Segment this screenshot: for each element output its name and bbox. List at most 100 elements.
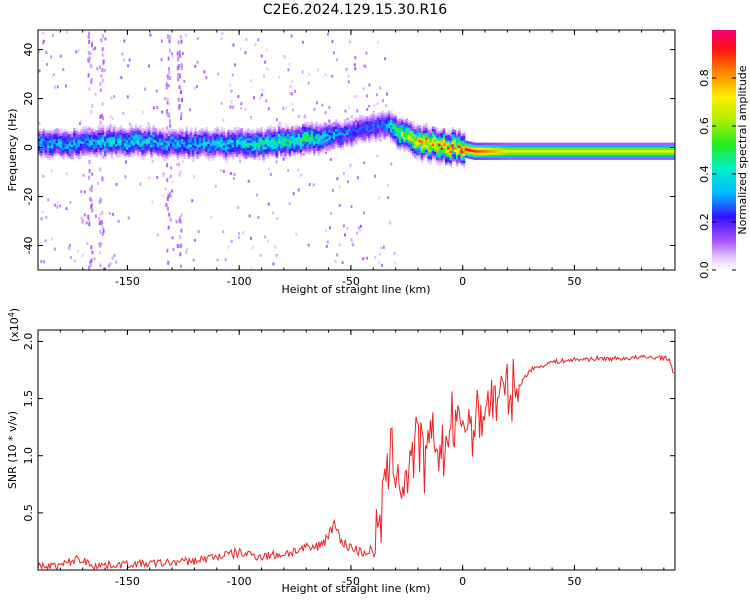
- ridge-cell: [429, 137, 433, 140]
- ridge-cell: [299, 142, 303, 145]
- noise-column-cell: [99, 115, 102, 120]
- ridge-cell: [429, 149, 433, 153]
- ridge-cell: [264, 151, 268, 155]
- noise-cell: [237, 232, 240, 236]
- ridge-cell: [86, 140, 90, 144]
- ridge-cell: [291, 138, 294, 142]
- ridge-cell: [310, 126, 314, 129]
- ridge-cell: [264, 146, 268, 150]
- ridge-cell: [425, 125, 428, 128]
- ridge-cell: [207, 133, 211, 137]
- ridge-cell: [352, 118, 356, 122]
- ridge-cell: [326, 148, 329, 151]
- ridge-cell: [330, 135, 334, 139]
- ridge-cell: [502, 145, 505, 148]
- ridge-cell: [229, 144, 233, 148]
- ridge-cell: [592, 145, 596, 148]
- ridge-cell: [266, 138, 270, 142]
- ridge-cell: [590, 147, 593, 151]
- ridge-cell: [137, 149, 140, 153]
- noise-column-cell: [167, 225, 170, 230]
- ridge-cell: [117, 140, 120, 144]
- ridge-cell: [84, 148, 87, 151]
- noise-cell: [368, 83, 371, 87]
- ridge-cell: [651, 150, 655, 153]
- y-tick-label: 20: [22, 92, 35, 106]
- ridge-cell: [645, 154, 648, 158]
- ridge-cell: [530, 142, 534, 146]
- ridge-cell: [357, 128, 360, 131]
- noise-column-cell: [176, 66, 179, 71]
- noise-column-cell: [90, 198, 93, 203]
- ridge-cell: [187, 131, 191, 135]
- ridge-cell: [372, 111, 376, 115]
- ridge-cell: [513, 152, 516, 156]
- ridge-cell: [343, 128, 347, 132]
- noise-cell: [338, 185, 341, 189]
- ridge-cell: [447, 137, 450, 140]
- ridge-cell: [242, 140, 246, 144]
- ridge-cell: [174, 131, 178, 135]
- ridge-cell: [568, 150, 571, 153]
- ridge-cell: [227, 129, 230, 133]
- ridge-cell: [458, 128, 461, 131]
- ridge-cell: [405, 140, 409, 144]
- ridge-cell: [491, 142, 494, 146]
- noise-cell: [113, 253, 116, 257]
- ridge-cell: [218, 151, 222, 155]
- ridge-cell: [42, 138, 46, 142]
- ridge-cell: [508, 157, 512, 160]
- ridge-cell: [427, 131, 431, 135]
- ridge-cell: [310, 138, 314, 141]
- ridge-cell: [343, 140, 347, 144]
- ridge-cell: [161, 137, 164, 140]
- ridge-cell: [40, 138, 43, 142]
- ridge-cell: [231, 142, 235, 145]
- ridge-cell: [119, 134, 123, 138]
- ridge-cell: [101, 151, 105, 155]
- ridge-cell: [596, 145, 600, 148]
- ridge-cell: [304, 143, 307, 147]
- ridge-cell: [394, 140, 398, 144]
- ridge-cell: [623, 152, 626, 156]
- ridge-cell: [374, 114, 378, 118]
- ridge-cell: [141, 137, 145, 141]
- ridge-cell: [447, 129, 450, 133]
- ridge-cell: [319, 137, 323, 141]
- ridge-cell: [656, 152, 659, 156]
- ridge-cell: [90, 127, 94, 131]
- ridge-cell: [513, 154, 516, 158]
- ridge-cell: [398, 137, 402, 141]
- ridge-cell: [310, 128, 314, 132]
- ridge-cell: [310, 140, 314, 144]
- ridge-cell: [379, 114, 382, 118]
- ridge-cell: [317, 150, 321, 154]
- noise-column-cell: [166, 112, 169, 117]
- ridge-cell: [541, 157, 545, 160]
- ridge-cell: [409, 138, 413, 142]
- ridge-cell: [412, 136, 415, 139]
- ridge-cell: [352, 140, 356, 144]
- ridge-cell: [229, 142, 233, 145]
- ridge-cell: [425, 137, 428, 141]
- noise-column-cell: [169, 191, 172, 196]
- noise-cell: [287, 68, 290, 72]
- ridge-cell: [196, 141, 200, 145]
- ridge-cell: [636, 142, 640, 146]
- noise-column-cell: [98, 216, 101, 221]
- ridge-cell: [216, 143, 219, 146]
- ridge-cell: [181, 146, 184, 149]
- ridge-cell: [475, 142, 479, 146]
- ridge-cell: [385, 136, 389, 139]
- ridge-cell: [238, 149, 241, 152]
- ridge-cell: [225, 152, 228, 155]
- ridge-cell: [247, 149, 250, 153]
- ridge-cell: [530, 157, 534, 160]
- ridge-cell: [324, 132, 327, 135]
- ridge-cell: [187, 144, 191, 147]
- noise-cell: [171, 52, 174, 56]
- ridge-cell: [535, 154, 538, 158]
- ridge-cell: [436, 132, 439, 136]
- ridge-cell: [566, 157, 569, 160]
- noise-cell: [345, 67, 348, 71]
